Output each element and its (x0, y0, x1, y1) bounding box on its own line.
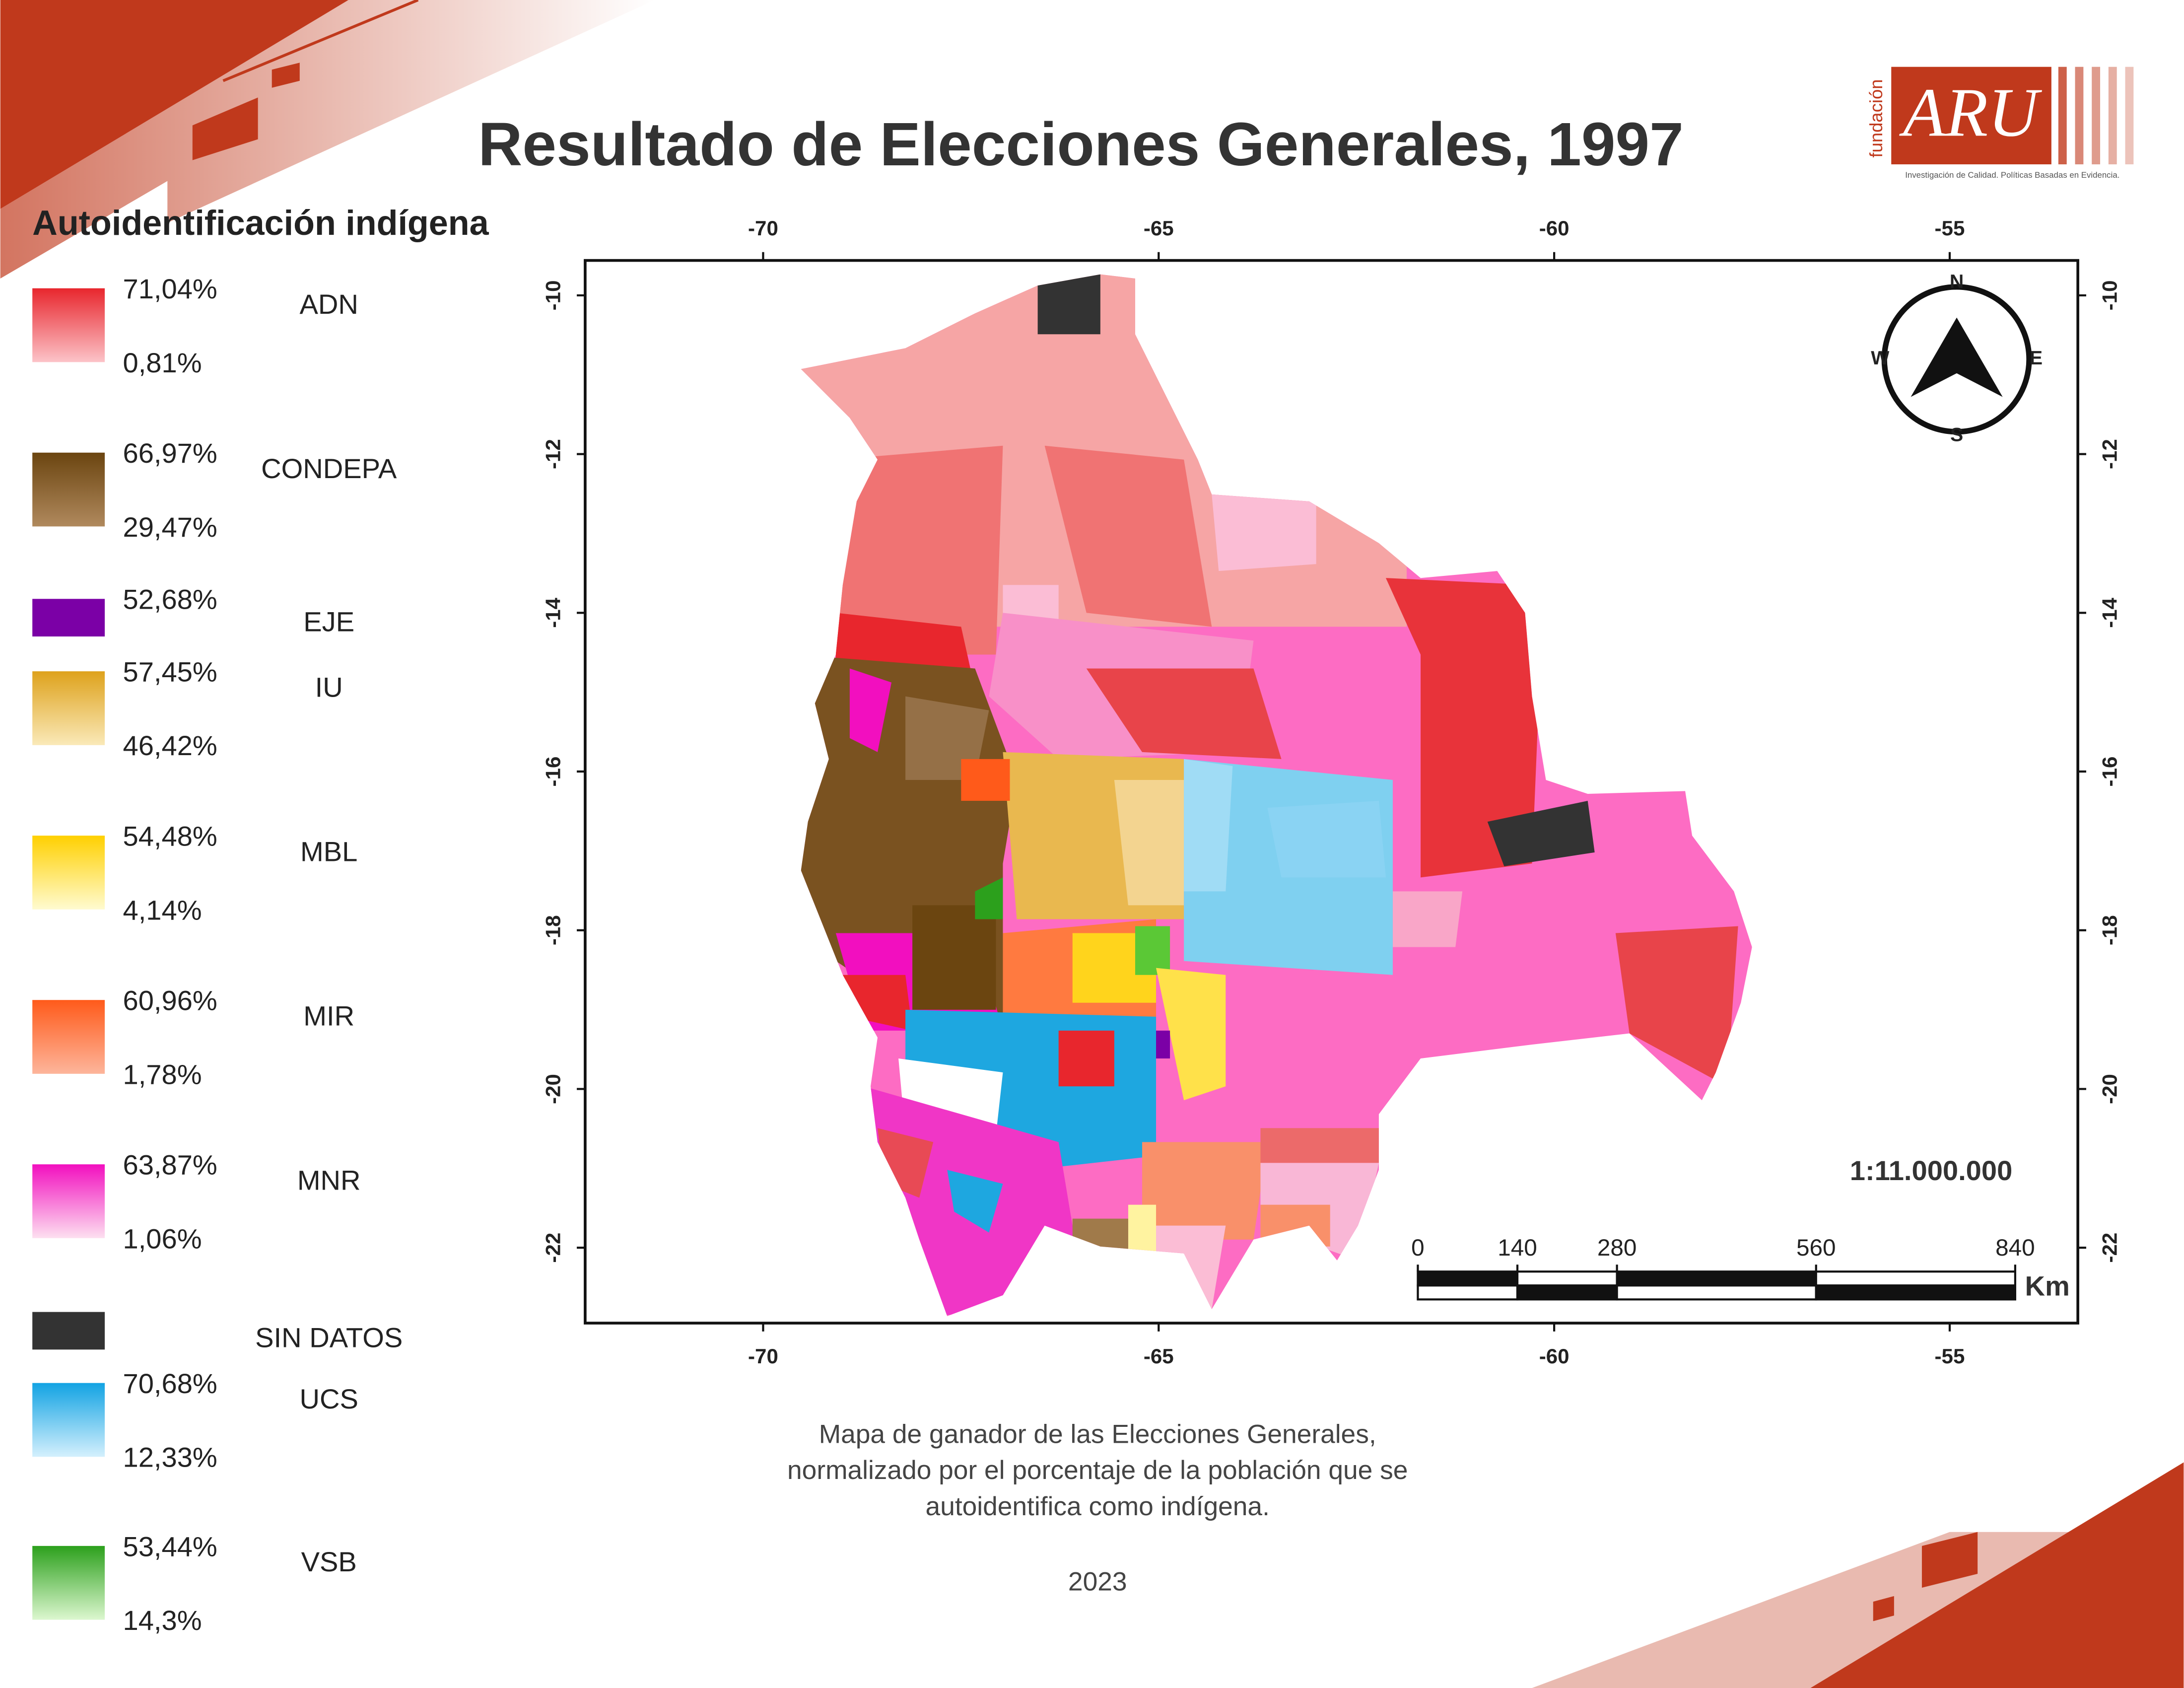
legend-max: 63,87% (123, 1149, 217, 1181)
scale-label: 840 (1995, 1235, 2035, 1261)
scale-segment (1616, 1284, 1817, 1301)
compass-n: N (1950, 271, 1964, 292)
legend-max: 54,48% (123, 821, 217, 852)
lat-label-left: -18 (541, 915, 564, 945)
lat-label-right: -16 (2098, 757, 2121, 787)
legend-min: 14,3% (123, 1605, 202, 1636)
legend-swatch (32, 836, 105, 910)
scale-segment (1616, 1270, 1817, 1287)
legend-name: MIR (303, 1000, 354, 1031)
legend-name: MBL (300, 836, 357, 867)
caption-line: normalizado por el porcentaje de la pobl… (787, 1456, 1408, 1485)
logo-vertical: fundación (1866, 79, 1886, 157)
scale-segment (1516, 1284, 1618, 1301)
lat-label-right: -10 (2098, 281, 2121, 311)
lat-label-right: -18 (2098, 915, 2121, 945)
scale-bar: 0 140 280 560 840 Km (1411, 1235, 2070, 1302)
caption-line: autoidentifica como indígena. (926, 1492, 1270, 1521)
logo-brand: ARU (1899, 74, 2042, 151)
lon-label-top: -65 (1144, 216, 1174, 240)
scale-label: 280 (1597, 1235, 1637, 1261)
legend-swatch (32, 1000, 105, 1074)
legend-max: 52,68% (123, 584, 217, 615)
legend-swatch (32, 452, 105, 527)
lat-label-left: -10 (541, 281, 564, 311)
legend-max: 71,04% (123, 273, 217, 304)
scale-label: 560 (1796, 1235, 1836, 1261)
scale-label: 140 (1498, 1235, 1537, 1261)
lon-label-bottom: -70 (748, 1344, 778, 1368)
legend-title: Autoidentificación indígena (32, 204, 489, 242)
legend-swatch (32, 599, 105, 637)
scale-segment (1815, 1284, 2017, 1301)
legend-min: 1,06% (123, 1223, 202, 1254)
lon-label-bottom: -55 (1935, 1344, 1965, 1368)
lat-label-right: -20 (2098, 1074, 2121, 1104)
legend-min: 0,81% (123, 347, 202, 378)
scale-segment (1815, 1270, 2017, 1287)
lon-label-bottom: -65 (1144, 1344, 1174, 1368)
legend-min: 46,42% (123, 730, 217, 761)
caption-year: 2023 (1068, 1567, 1127, 1597)
compass-e: E (2030, 347, 2043, 369)
legend-name: IU (315, 671, 343, 703)
scale-unit: Km (2025, 1270, 2070, 1302)
logo-tagline: Investigación de Calidad. Políticas Basa… (1905, 170, 2119, 180)
lat-label-left: -22 (541, 1233, 564, 1263)
legend-name: EJE (303, 606, 354, 637)
legend-swatch (32, 288, 105, 362)
lat-label-left: -12 (541, 439, 564, 469)
scale-label: 0 (1411, 1235, 1425, 1261)
lat-label-right: -14 (2098, 597, 2121, 628)
lon-label-top: -70 (748, 216, 778, 240)
scale-segment (1516, 1270, 1618, 1287)
scale-segment (1417, 1284, 1519, 1301)
compass-letters: N E S W (1871, 271, 2043, 446)
legend-name: UCS (299, 1383, 358, 1414)
legend-swatch (32, 1383, 105, 1457)
lat-label-left: -16 (541, 757, 564, 787)
lat-label-right: -22 (2098, 1233, 2121, 1263)
lat-label-left: -20 (541, 1074, 564, 1104)
caption-line: Mapa de ganador de las Elecciones Genera… (819, 1419, 1376, 1449)
legend-min: 29,47% (123, 511, 217, 543)
legend-name: MNR (297, 1164, 361, 1196)
lon-label-bottom: -60 (1539, 1344, 1570, 1368)
legend-max: 60,96% (123, 985, 217, 1016)
lon-label-top: -60 (1539, 216, 1570, 240)
page-title: Resultado de Elecciones Generales, 1997 (478, 110, 1683, 179)
map-axes: -70 -70 -65 -65 -60 -60 -55 -55 -10 -10 -12 -12 -14 -… (541, 216, 2121, 1368)
compass-s: S (1950, 423, 1963, 445)
caption: Mapa de ganador de las Elecciones Genera… (787, 1419, 1408, 1521)
compass-w: W (1871, 347, 1890, 369)
compass (1881, 284, 2032, 435)
legend-min: 1,78% (123, 1058, 202, 1090)
lon-label-top: -55 (1935, 216, 1965, 240)
legend-name: VSB (301, 1546, 357, 1577)
legend-max: 57,45% (123, 656, 217, 688)
legend-max: 53,44% (123, 1531, 217, 1562)
legend-swatch (32, 671, 105, 745)
legend-max: 70,68% (123, 1368, 217, 1399)
legend-swatch (32, 1546, 105, 1620)
legend-swatch (32, 1164, 105, 1238)
logo: ARU fundación Investigación de Calidad. … (1866, 67, 2134, 180)
scale-segment (1417, 1270, 1519, 1287)
legend-name: ADN (299, 288, 358, 320)
legend-min: 12,33% (123, 1442, 217, 1473)
legend-min: 4,14% (123, 894, 202, 925)
legend-swatch (32, 1312, 105, 1350)
legend: 71,04% 0,81% ADN 66,97% 29,47% CONDEPA 52,68% E… (32, 273, 403, 1636)
scale-ratio: 1:11.000.000 (1850, 1155, 2013, 1186)
legend-max: 66,97% (123, 437, 217, 469)
legend-name: SIN DATOS (255, 1322, 403, 1353)
lat-label-right: -12 (2098, 439, 2121, 469)
legend-name: CONDEPA (261, 453, 397, 484)
lat-label-left: -14 (541, 597, 564, 628)
